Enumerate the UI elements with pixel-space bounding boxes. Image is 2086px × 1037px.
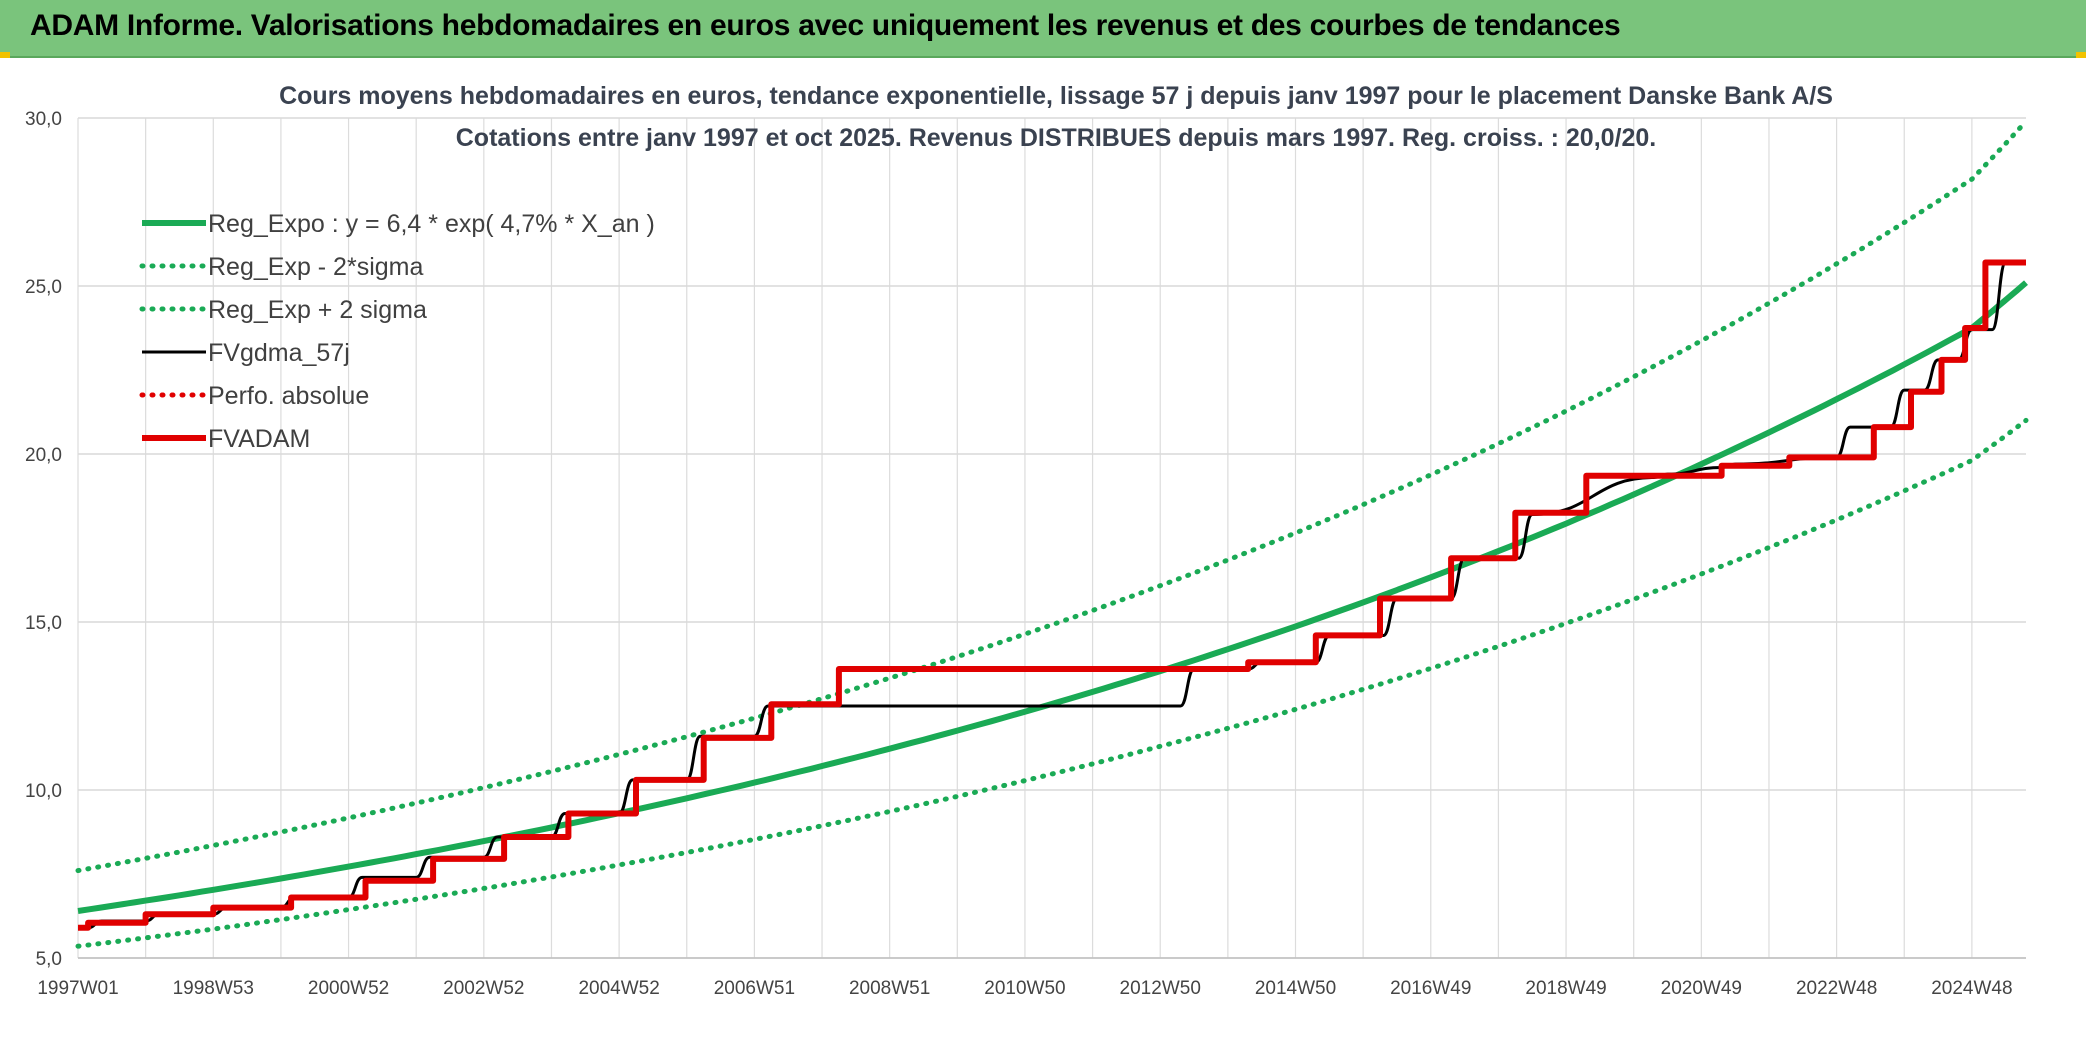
y-tick-label: 10,0 [25,781,62,802]
y-tick-label: 30,0 [25,109,62,130]
series-reg-exp-minus [75,417,2029,949]
series-reg-exp-plus [75,118,2029,874]
chart-series [75,118,2029,949]
x-tick-label: 2014W50 [1255,978,1336,999]
x-tick-label: 2006W51 [714,978,795,999]
x-tick-label: 1997W01 [37,978,118,999]
y-tick-label: 25,0 [25,277,62,298]
legend-label: FVADAM [208,425,310,453]
chart-axis-labels: 5,0 10,0 15,0 20,0 25,0 30,0 1997W01 1998W53 200… [25,109,2013,999]
legend-label: Reg_Expo : y = 6,4 * exp( 4,7% * X_an ) [208,210,655,238]
x-tick-label: 2004W52 [578,978,659,999]
series-fvadam [78,259,2026,931]
y-tick-label: 15,0 [25,613,62,634]
legend-label: FVgdma_57j [208,339,350,367]
chart-grid [77,117,2026,959]
x-tick-label: 2008W51 [849,978,930,999]
legend-label: Reg_Exp - 2*sigma [208,253,423,281]
chart-svg: 5,0 10,0 15,0 20,0 25,0 30,0 1997W01 1998W53 200… [25,82,2029,999]
x-tick-label: 2016W49 [1390,978,1471,999]
report-banner: ADAM Informe. Valorisations hebdomadaire… [0,0,2086,58]
chart-legend: Reg_Expo : y = 6,4 * exp( 4,7% * X_an ) R… [139,210,655,453]
x-tick-label: 2022W48 [1796,978,1877,999]
y-tick-label: 5,0 [36,949,62,970]
legend-label: Reg_Exp + 2 sigma [208,296,427,324]
x-tick-label: 2018W49 [1525,978,1606,999]
x-tick-label: 2012W50 [1120,978,1201,999]
series-fvgdma [78,260,2026,930]
x-tick-label: 2002W52 [443,978,524,999]
x-tick-label: 2010W50 [984,978,1065,999]
chart-subtitle: Cotations entre janv 1997 et oct 2025. R… [456,124,1657,152]
corner-marker-left [0,52,10,58]
corner-marker-right [2076,52,2086,58]
series-reg-expo [77,280,2028,914]
y-tick-label: 20,0 [25,445,62,466]
x-tick-label: 2020W49 [1661,978,1742,999]
x-tick-label: 2024W48 [1931,978,2012,999]
legend-label: Perfo. absolue [208,382,369,410]
chart-title: Cours moyens hebdomadaires en euros, ten… [279,82,1833,110]
report-title: ADAM Informe. Valorisations hebdomadaire… [30,9,1621,42]
x-tick-label: 1998W53 [173,978,254,999]
x-tick-label: 2000W52 [308,978,389,999]
